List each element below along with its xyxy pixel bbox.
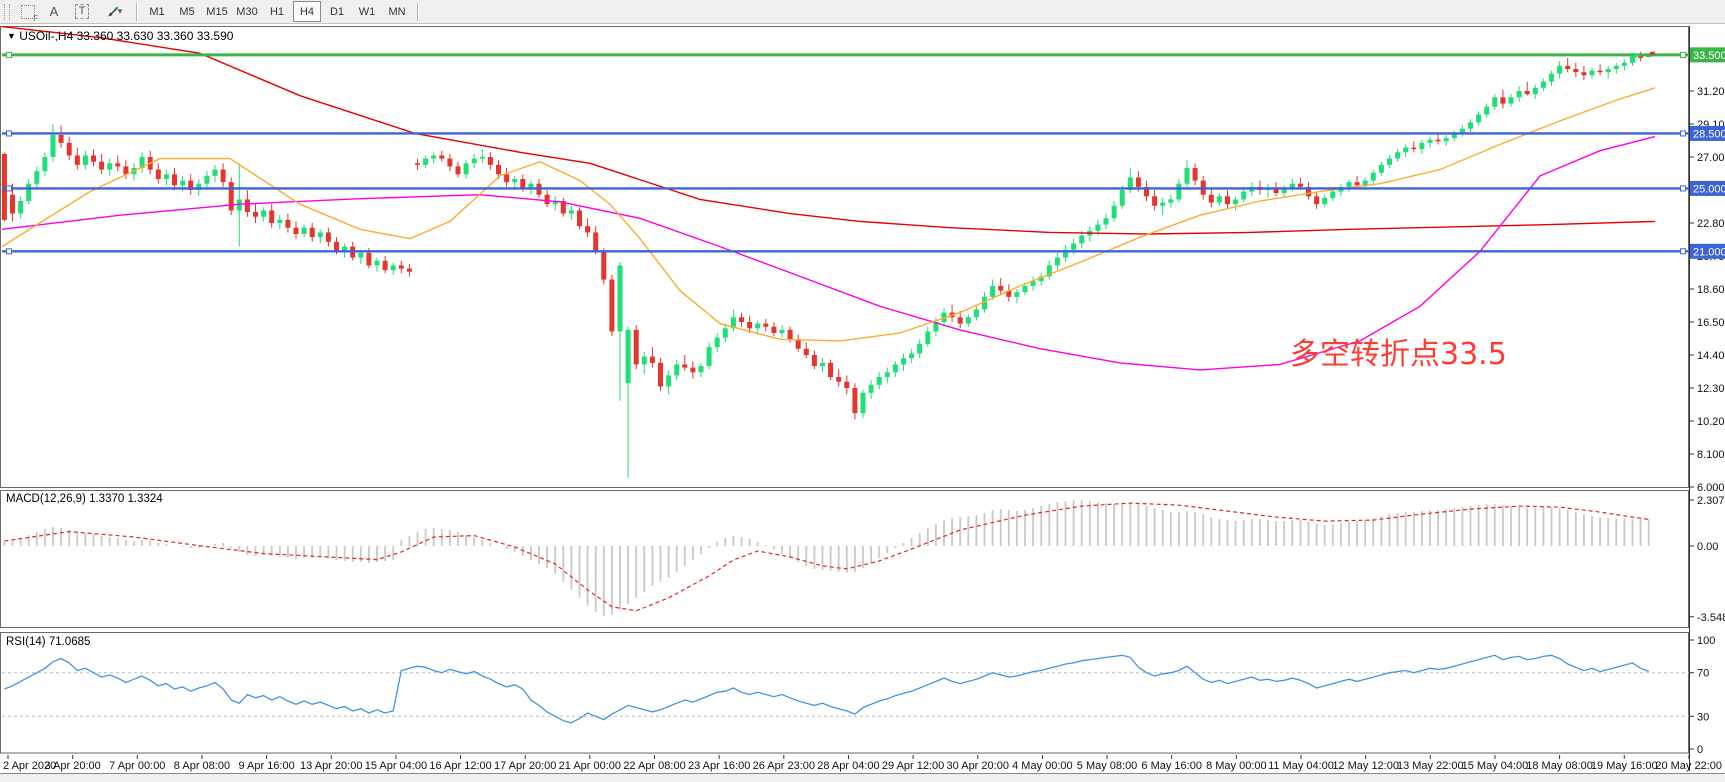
timeframe-button-m30[interactable]: M30 [236, 5, 258, 18]
ohlc-values: 33.360 33.630 33.360 33.590 [76, 29, 234, 43]
arrows-tool-icon [108, 6, 119, 17]
macd-indicator-label: MACD(12,26,9) 1.3370 1.3324 [6, 493, 163, 505]
svg-text:19 May 16:00: 19 May 16:00 [1591, 760, 1658, 772]
svg-text:5 May 08:00: 5 May 08:00 [1077, 760, 1138, 772]
symbol-period-label: USOil-,H4 [19, 29, 74, 43]
svg-text:33.500: 33.500 [1693, 50, 1725, 62]
frame-tool-button[interactable]: F [15, 1, 41, 23]
svg-text:21 Apr 00:00: 21 Apr 00:00 [559, 760, 621, 772]
svg-text:13 May 22:00: 13 May 22:00 [1397, 760, 1464, 772]
svg-text:0.00: 0.00 [1697, 541, 1718, 553]
toolbar-separator-2 [417, 2, 418, 21]
moving-average-medium [1, 135, 1656, 371]
toolbar-separator [136, 2, 137, 21]
svg-text:26 Apr 23:00: 26 Apr 23:00 [753, 760, 815, 772]
svg-text:12 May 12:00: 12 May 12:00 [1332, 760, 1399, 772]
rsi-line [4, 654, 1649, 724]
svg-text:18.600: 18.600 [1697, 284, 1725, 296]
svg-text:21.000: 21.000 [1693, 246, 1725, 258]
svg-text:70: 70 [1697, 668, 1709, 680]
svg-text:10.200: 10.200 [1697, 416, 1725, 428]
svg-text:23 Apr 16:00: 23 Apr 16:00 [688, 760, 750, 772]
svg-text:29 Apr 12:00: 29 Apr 12:00 [882, 760, 944, 772]
moving-average-slow [1, 25, 1656, 235]
svg-text:6.000: 6.000 [1697, 482, 1725, 494]
svg-text:29.100: 29.100 [1697, 119, 1725, 131]
rsi-indicator-label: RSI(14) 71.0685 [6, 636, 91, 648]
macd-signal-line [4, 502, 1649, 612]
svg-text:15 May 04:00: 15 May 04:00 [1462, 760, 1529, 772]
timeframe-button-m15[interactable]: M15 [206, 5, 228, 18]
svg-text:2.3072: 2.3072 [1697, 495, 1725, 507]
svg-text:0: 0 [1697, 744, 1703, 756]
chart-canvas[interactable]: 31.20029.10027.00024.90022.80020.70018.6… [0, 24, 1725, 782]
horizontal-line-28.500[interactable] [2, 130, 1689, 137]
svg-text:8 Apr 08:00: 8 Apr 08:00 [174, 760, 230, 772]
label-tool-icon: A [49, 4, 59, 19]
timeframe-button-mn[interactable]: MN [388, 5, 406, 18]
text-tool-button[interactable]: T [67, 1, 97, 23]
svg-text:14.400: 14.400 [1697, 350, 1725, 362]
svg-text:18 May 08:00: 18 May 08:00 [1526, 760, 1593, 772]
macd-histogram [3, 500, 1650, 616]
horizontal-line-21.000[interactable] [2, 248, 1689, 255]
timeframe-button-m1[interactable]: M1 [149, 5, 165, 18]
svg-text:25.000: 25.000 [1693, 183, 1725, 195]
svg-text:28.500: 28.500 [1693, 128, 1725, 140]
timeframe-button-h4[interactable]: H4 [293, 1, 321, 22]
svg-text:13 Apr 20:00: 13 Apr 20:00 [300, 760, 362, 772]
svg-text:2 Apr 2020: 2 Apr 2020 [3, 760, 56, 772]
trade-arrow-icon [1634, 52, 1640, 59]
svg-text:28 Apr 04:00: 28 Apr 04:00 [817, 760, 879, 772]
svg-text:11 May 04:00: 11 May 04:00 [1268, 760, 1334, 772]
svg-text:6 May 16:00: 6 May 16:00 [1141, 760, 1202, 772]
toolbar: F A T ▾ M1 M5 M15 M30 H1 H4 D1 W1 MN [0, 0, 1725, 24]
svg-text:-3.5484: -3.5484 [1697, 612, 1725, 624]
svg-text:12.300: 12.300 [1697, 383, 1725, 395]
rsi-scale[interactable]: 100 70 30 0 [1689, 635, 1715, 756]
moving-average-fast [1, 87, 1656, 342]
timeframe-button-h1[interactable]: H1 [269, 5, 285, 18]
timeframe-button-m5[interactable]: M5 [179, 5, 195, 18]
chart-title: ▼ USOil-,H4 33.360 33.630 33.360 33.590 [7, 29, 233, 43]
svg-text:22 Apr 08:00: 22 Apr 08:00 [623, 760, 685, 772]
horizontal-line-33.500[interactable] [2, 51, 1689, 58]
svg-text:100: 100 [1697, 635, 1715, 647]
svg-text:16.500: 16.500 [1697, 317, 1725, 329]
frame-tool-icon: F [21, 4, 38, 23]
chart-text-annotation[interactable]: 多空转折点33.5 [1290, 337, 1507, 372]
svg-text:30: 30 [1697, 711, 1709, 723]
svg-text:3 Apr 20:00: 3 Apr 20:00 [45, 760, 101, 772]
svg-text:7 Apr 00:00: 7 Apr 00:00 [109, 760, 165, 772]
svg-text:15 Apr 04:00: 15 Apr 04:00 [365, 760, 427, 772]
macd-scale[interactable]: 2.3072 0.00 -3.5484 [1689, 495, 1725, 624]
svg-text:9 Apr 16:00: 9 Apr 16:00 [238, 760, 294, 772]
price-scale[interactable]: 31.20029.10027.00024.90022.80020.70018.6… [1689, 47, 1725, 494]
svg-text:8.100: 8.100 [1697, 449, 1725, 461]
candles-group [1, 51, 1652, 478]
svg-text:17 Apr 20:00: 17 Apr 20:00 [494, 760, 556, 772]
svg-text:30 Apr 20:00: 30 Apr 20:00 [947, 760, 1009, 772]
collapse-arrow-icon[interactable]: ▼ [7, 31, 16, 41]
svg-text:22.800: 22.800 [1697, 218, 1725, 230]
arrows-tool-button[interactable]: ▾ [97, 1, 131, 23]
price-dash-icon [1650, 51, 1655, 55]
timeframe-button-d1[interactable]: D1 [329, 5, 345, 18]
svg-text:16 Apr 12:00: 16 Apr 12:00 [429, 760, 491, 772]
chevron-down-icon: ▾ [117, 6, 123, 16]
text-tool-icon: T [74, 4, 90, 19]
timeframe-group: M1 M5 M15 M30 H1 H4 D1 W1 MN [142, 1, 412, 22]
svg-text:27.000: 27.000 [1697, 152, 1725, 164]
label-tool-button[interactable]: A [41, 1, 67, 23]
svg-text:31.200: 31.200 [1697, 86, 1725, 98]
svg-text:20 May 22:00: 20 May 22:00 [1655, 760, 1722, 772]
horizontal-line-25.000[interactable] [2, 185, 1689, 192]
timeframe-button-w1[interactable]: W1 [358, 5, 376, 18]
toolbar-grip[interactable] [4, 3, 10, 20]
svg-text:8 May 00:00: 8 May 00:00 [1206, 760, 1267, 772]
svg-text:4 May 00:00: 4 May 00:00 [1012, 760, 1073, 772]
